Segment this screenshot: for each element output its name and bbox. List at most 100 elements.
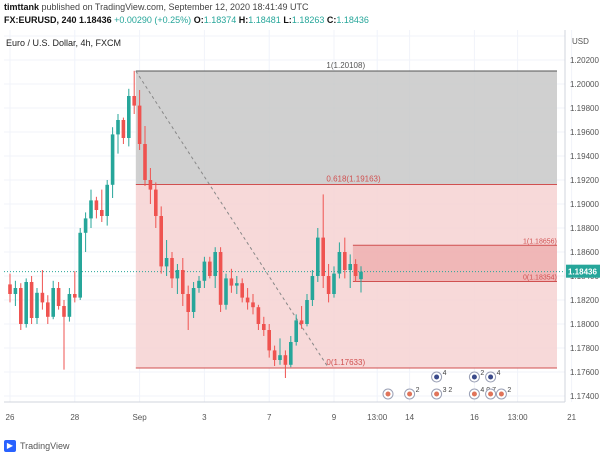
candle[interactable] xyxy=(208,256,212,279)
candle[interactable] xyxy=(100,189,104,222)
candle-body xyxy=(283,355,288,365)
candle[interactable] xyxy=(262,316,266,336)
candle[interactable] xyxy=(283,350,288,378)
candle[interactable] xyxy=(332,266,336,298)
economic-event-marker[interactable]: 2 xyxy=(495,387,511,400)
candle[interactable] xyxy=(278,338,282,365)
plot-layer: 1(1.20108) 0.618(1.19163) 0(1.17633) 1(1.18… xyxy=(4,30,600,422)
candle[interactable] xyxy=(218,247,223,312)
candle[interactable] xyxy=(305,294,309,327)
candle[interactable] xyxy=(148,168,153,204)
candle[interactable] xyxy=(229,268,234,293)
candle[interactable] xyxy=(159,206,163,274)
candle[interactable] xyxy=(224,273,228,310)
candle-body xyxy=(67,294,72,317)
candle[interactable] xyxy=(110,127,115,198)
candle[interactable] xyxy=(116,114,120,154)
x-tick-label: 21 xyxy=(567,413,576,422)
candle[interactable] xyxy=(202,256,207,288)
candle[interactable] xyxy=(326,264,331,303)
candle[interactable] xyxy=(51,280,55,320)
candle[interactable] xyxy=(245,288,250,310)
candle[interactable] xyxy=(289,336,293,368)
candle[interactable] xyxy=(132,70,136,114)
candle[interactable] xyxy=(62,300,66,370)
candle[interactable] xyxy=(316,228,320,282)
candle[interactable] xyxy=(24,278,28,328)
candle[interactable] xyxy=(294,314,298,346)
economic-event-marker[interactable] xyxy=(382,388,394,400)
candle[interactable] xyxy=(337,242,342,279)
candle[interactable] xyxy=(343,237,347,279)
candle[interactable] xyxy=(56,282,61,310)
candle[interactable] xyxy=(186,285,190,330)
candle[interactable] xyxy=(359,266,363,293)
candle[interactable] xyxy=(89,189,93,228)
low-value: 1.18263 xyxy=(291,15,325,25)
candle[interactable] xyxy=(154,182,158,228)
symbol-label: FX:EURUSD, 240 xyxy=(4,15,77,25)
candle[interactable] xyxy=(35,288,39,324)
candle-body xyxy=(202,261,207,281)
candle[interactable] xyxy=(137,90,142,150)
candle-body xyxy=(310,276,315,300)
candle[interactable] xyxy=(175,264,180,294)
candle[interactable] xyxy=(94,196,99,219)
candle[interactable] xyxy=(127,88,131,147)
candle[interactable] xyxy=(213,247,217,288)
candle[interactable] xyxy=(164,240,169,276)
candle[interactable] xyxy=(181,258,185,306)
candle-body xyxy=(278,355,282,360)
candle-body xyxy=(137,105,142,144)
candle-body xyxy=(235,283,239,286)
economic-event-marker[interactable]: 4 xyxy=(431,370,447,383)
candle[interactable] xyxy=(143,126,147,186)
candle[interactable] xyxy=(272,345,277,366)
candle[interactable] xyxy=(267,324,271,358)
candle-body xyxy=(73,294,77,298)
candle[interactable] xyxy=(8,273,12,303)
candle[interactable] xyxy=(353,259,358,282)
publish-info: published on TradingView.com, September … xyxy=(41,2,309,12)
candle[interactable] xyxy=(191,282,196,318)
economic-event-marker[interactable]: 2 xyxy=(404,387,420,400)
footer-brand: TradingView xyxy=(20,441,70,451)
candle-body xyxy=(208,261,212,276)
candle[interactable] xyxy=(83,212,88,252)
candle-body xyxy=(127,96,131,138)
event-flag-dot xyxy=(434,374,440,380)
x-tick-label: 26 xyxy=(6,413,15,422)
candle-body xyxy=(272,350,277,360)
candle[interactable] xyxy=(235,276,239,294)
economic-event-marker[interactable]: 2 xyxy=(468,370,484,383)
candle[interactable] xyxy=(310,270,315,306)
candle[interactable] xyxy=(105,180,109,226)
footer: ▶ TradingView xyxy=(4,440,70,452)
candle[interactable] xyxy=(240,278,244,303)
candle[interactable] xyxy=(78,228,82,300)
candle[interactable] xyxy=(73,271,77,303)
candle[interactable] xyxy=(299,306,304,329)
candle[interactable] xyxy=(13,280,18,306)
candle[interactable] xyxy=(321,194,325,288)
economic-event-marker[interactable] xyxy=(485,388,497,400)
candle[interactable] xyxy=(251,294,255,315)
y-tick-label: 1.19200 xyxy=(570,176,599,185)
candle[interactable] xyxy=(29,276,34,324)
y-tick-label: 1.19600 xyxy=(570,128,599,137)
event-flag-dot xyxy=(471,374,477,380)
candle[interactable] xyxy=(121,117,126,144)
candle[interactable] xyxy=(19,283,23,330)
candle[interactable] xyxy=(256,304,261,330)
candle-body xyxy=(24,282,28,324)
author-name[interactable]: timttank xyxy=(4,2,40,12)
candle[interactable] xyxy=(46,295,50,324)
candle[interactable] xyxy=(348,254,352,288)
economic-event-marker[interactable]: 4 xyxy=(485,370,501,383)
candle[interactable] xyxy=(67,288,72,322)
candle[interactable] xyxy=(40,270,45,310)
candle[interactable] xyxy=(197,276,201,293)
economic-event-marker[interactable]: 3 2 xyxy=(431,387,453,400)
candle[interactable] xyxy=(170,252,174,288)
